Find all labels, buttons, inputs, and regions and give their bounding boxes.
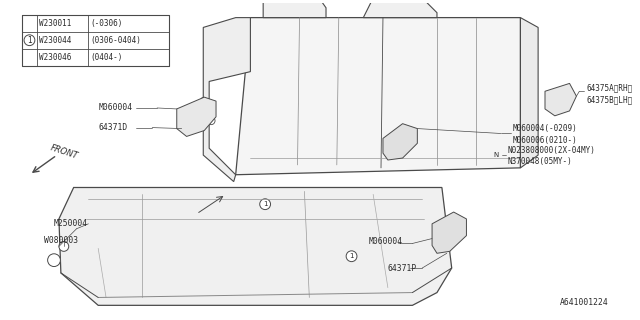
Text: 64375B〈LH〉: 64375B〈LH〉 — [586, 96, 632, 105]
Circle shape — [549, 95, 557, 103]
Text: (0404-): (0404-) — [90, 53, 123, 62]
Circle shape — [47, 254, 60, 267]
Text: W230046: W230046 — [39, 53, 72, 62]
Circle shape — [59, 242, 68, 251]
Polygon shape — [520, 18, 538, 168]
Circle shape — [184, 109, 193, 119]
Text: (-0306): (-0306) — [90, 19, 123, 28]
Text: M060004: M060004 — [98, 103, 132, 112]
Text: M060004: M060004 — [368, 237, 403, 246]
Circle shape — [260, 199, 271, 210]
Text: M060006(0210-): M060006(0210-) — [513, 136, 577, 145]
Circle shape — [346, 251, 357, 262]
Circle shape — [438, 228, 446, 236]
Polygon shape — [383, 124, 417, 160]
Circle shape — [490, 150, 501, 161]
Circle shape — [24, 35, 35, 46]
Circle shape — [407, 143, 414, 150]
Text: 64375A〈RH〉: 64375A〈RH〉 — [586, 84, 632, 93]
Circle shape — [200, 97, 208, 105]
Text: A641001224: A641001224 — [560, 298, 609, 307]
Text: N370048(05MY-): N370048(05MY-) — [508, 157, 572, 166]
Polygon shape — [236, 18, 520, 175]
Polygon shape — [364, 0, 437, 18]
Text: (0306-0404): (0306-0404) — [90, 36, 141, 45]
Text: W230011: W230011 — [39, 19, 72, 28]
Polygon shape — [263, 0, 326, 18]
Text: W230044: W230044 — [39, 36, 72, 45]
Polygon shape — [432, 212, 467, 253]
Circle shape — [404, 129, 411, 136]
Text: 1: 1 — [263, 201, 268, 207]
Text: N023808000(2X-04MY): N023808000(2X-04MY) — [508, 146, 596, 155]
Polygon shape — [204, 18, 250, 182]
Circle shape — [448, 238, 455, 245]
Circle shape — [389, 140, 397, 147]
Circle shape — [207, 117, 215, 125]
Circle shape — [561, 90, 568, 97]
Circle shape — [244, 30, 252, 38]
Text: 64371D: 64371D — [98, 123, 127, 132]
Text: M060004(-0209): M060004(-0209) — [513, 124, 577, 133]
Circle shape — [509, 134, 518, 142]
Text: N: N — [493, 152, 499, 158]
Text: 1: 1 — [349, 253, 354, 259]
Polygon shape — [545, 84, 577, 116]
Text: W080003: W080003 — [44, 236, 78, 245]
Text: 1: 1 — [27, 36, 32, 45]
Text: M250004: M250004 — [54, 219, 88, 228]
Polygon shape — [177, 97, 216, 136]
Text: 64371P: 64371P — [388, 263, 417, 273]
Circle shape — [453, 222, 460, 229]
Polygon shape — [59, 188, 452, 305]
Text: FRONT: FRONT — [49, 144, 79, 161]
